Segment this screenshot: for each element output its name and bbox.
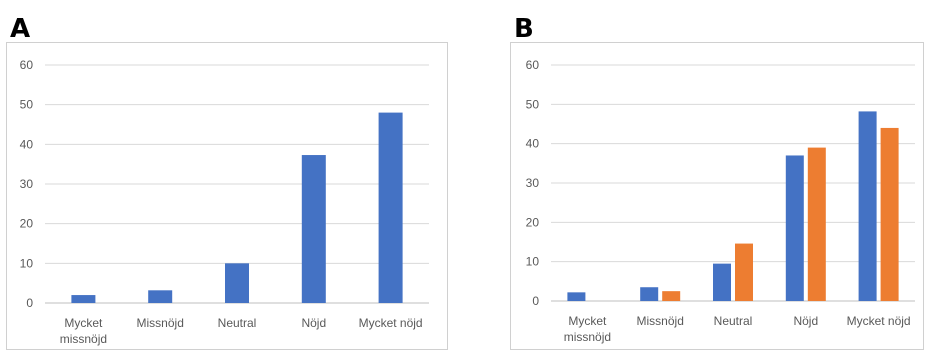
bar <box>148 290 173 303</box>
x-tick-label: Mycket nöjd <box>359 316 423 330</box>
panel-label-a: A <box>10 14 31 44</box>
y-tick-label: 40 <box>526 137 540 151</box>
x-tick-label: Missnöjd <box>137 316 184 330</box>
bar <box>785 155 804 301</box>
panel-label-b: B <box>514 14 534 44</box>
y-tick-label: 10 <box>526 255 540 269</box>
y-tick-label: 60 <box>20 58 34 72</box>
bar <box>301 155 326 303</box>
chart-panel-b: B 0 10 20 30 40 50 60 Mycket missnöjd Missnöjd Neu… <box>504 0 928 353</box>
bar <box>735 243 753 301</box>
bar <box>640 287 659 301</box>
y-tick-label: 50 <box>20 98 34 112</box>
y-tick-label: 30 <box>526 176 540 190</box>
x-tick-label: Nöjd <box>793 314 818 328</box>
bar <box>567 292 586 301</box>
y-tick-label: 30 <box>20 177 34 191</box>
y-tick-label: 40 <box>20 137 34 151</box>
x-tick-label: Neutral <box>218 316 257 330</box>
bar <box>858 111 877 301</box>
y-tick-label: 60 <box>526 58 540 72</box>
y-tick-label: 20 <box>526 215 540 229</box>
y-tick-label: 0 <box>26 296 33 310</box>
y-tick-label: 0 <box>532 294 539 308</box>
x-tick-label: Missnöjd <box>637 314 684 328</box>
x-tick-label: Neutral <box>714 314 753 328</box>
y-tick-label: 10 <box>20 256 34 270</box>
bar <box>71 295 96 303</box>
chart-frame-b: 0 10 20 30 40 50 60 Mycket missnöjd Missnöjd Neutr… <box>510 42 924 350</box>
chart-frame-a: 0 10 20 30 40 50 60 Mycket missnöjd Missnöjd Neutr… <box>6 42 448 350</box>
bar <box>225 263 249 303</box>
x-tick-label: Mycket nöjd <box>847 314 911 328</box>
chart-panel-a: A 0 10 20 30 40 50 60 Mycket missnöjd Missnöjd Neu… <box>0 0 452 353</box>
x-tick-label: Nöjd <box>301 316 326 330</box>
y-tick-label: 20 <box>20 217 34 231</box>
bar <box>807 147 826 301</box>
bar-chart-b: 0 10 20 30 40 50 60 Mycket missnöjd Missnöjd Neutr… <box>526 58 915 344</box>
bar <box>880 127 899 301</box>
x-tick-label: Mycket missnöjd <box>60 316 107 346</box>
bar <box>713 263 731 301</box>
y-tick-label: 50 <box>526 97 540 111</box>
bar-chart-a: 0 10 20 30 40 50 60 Mycket missnöjd Missnöjd Neutr… <box>20 58 429 346</box>
bar <box>662 291 681 301</box>
bar <box>378 112 403 303</box>
x-tick-label: Mycket missnöjd <box>564 314 611 344</box>
